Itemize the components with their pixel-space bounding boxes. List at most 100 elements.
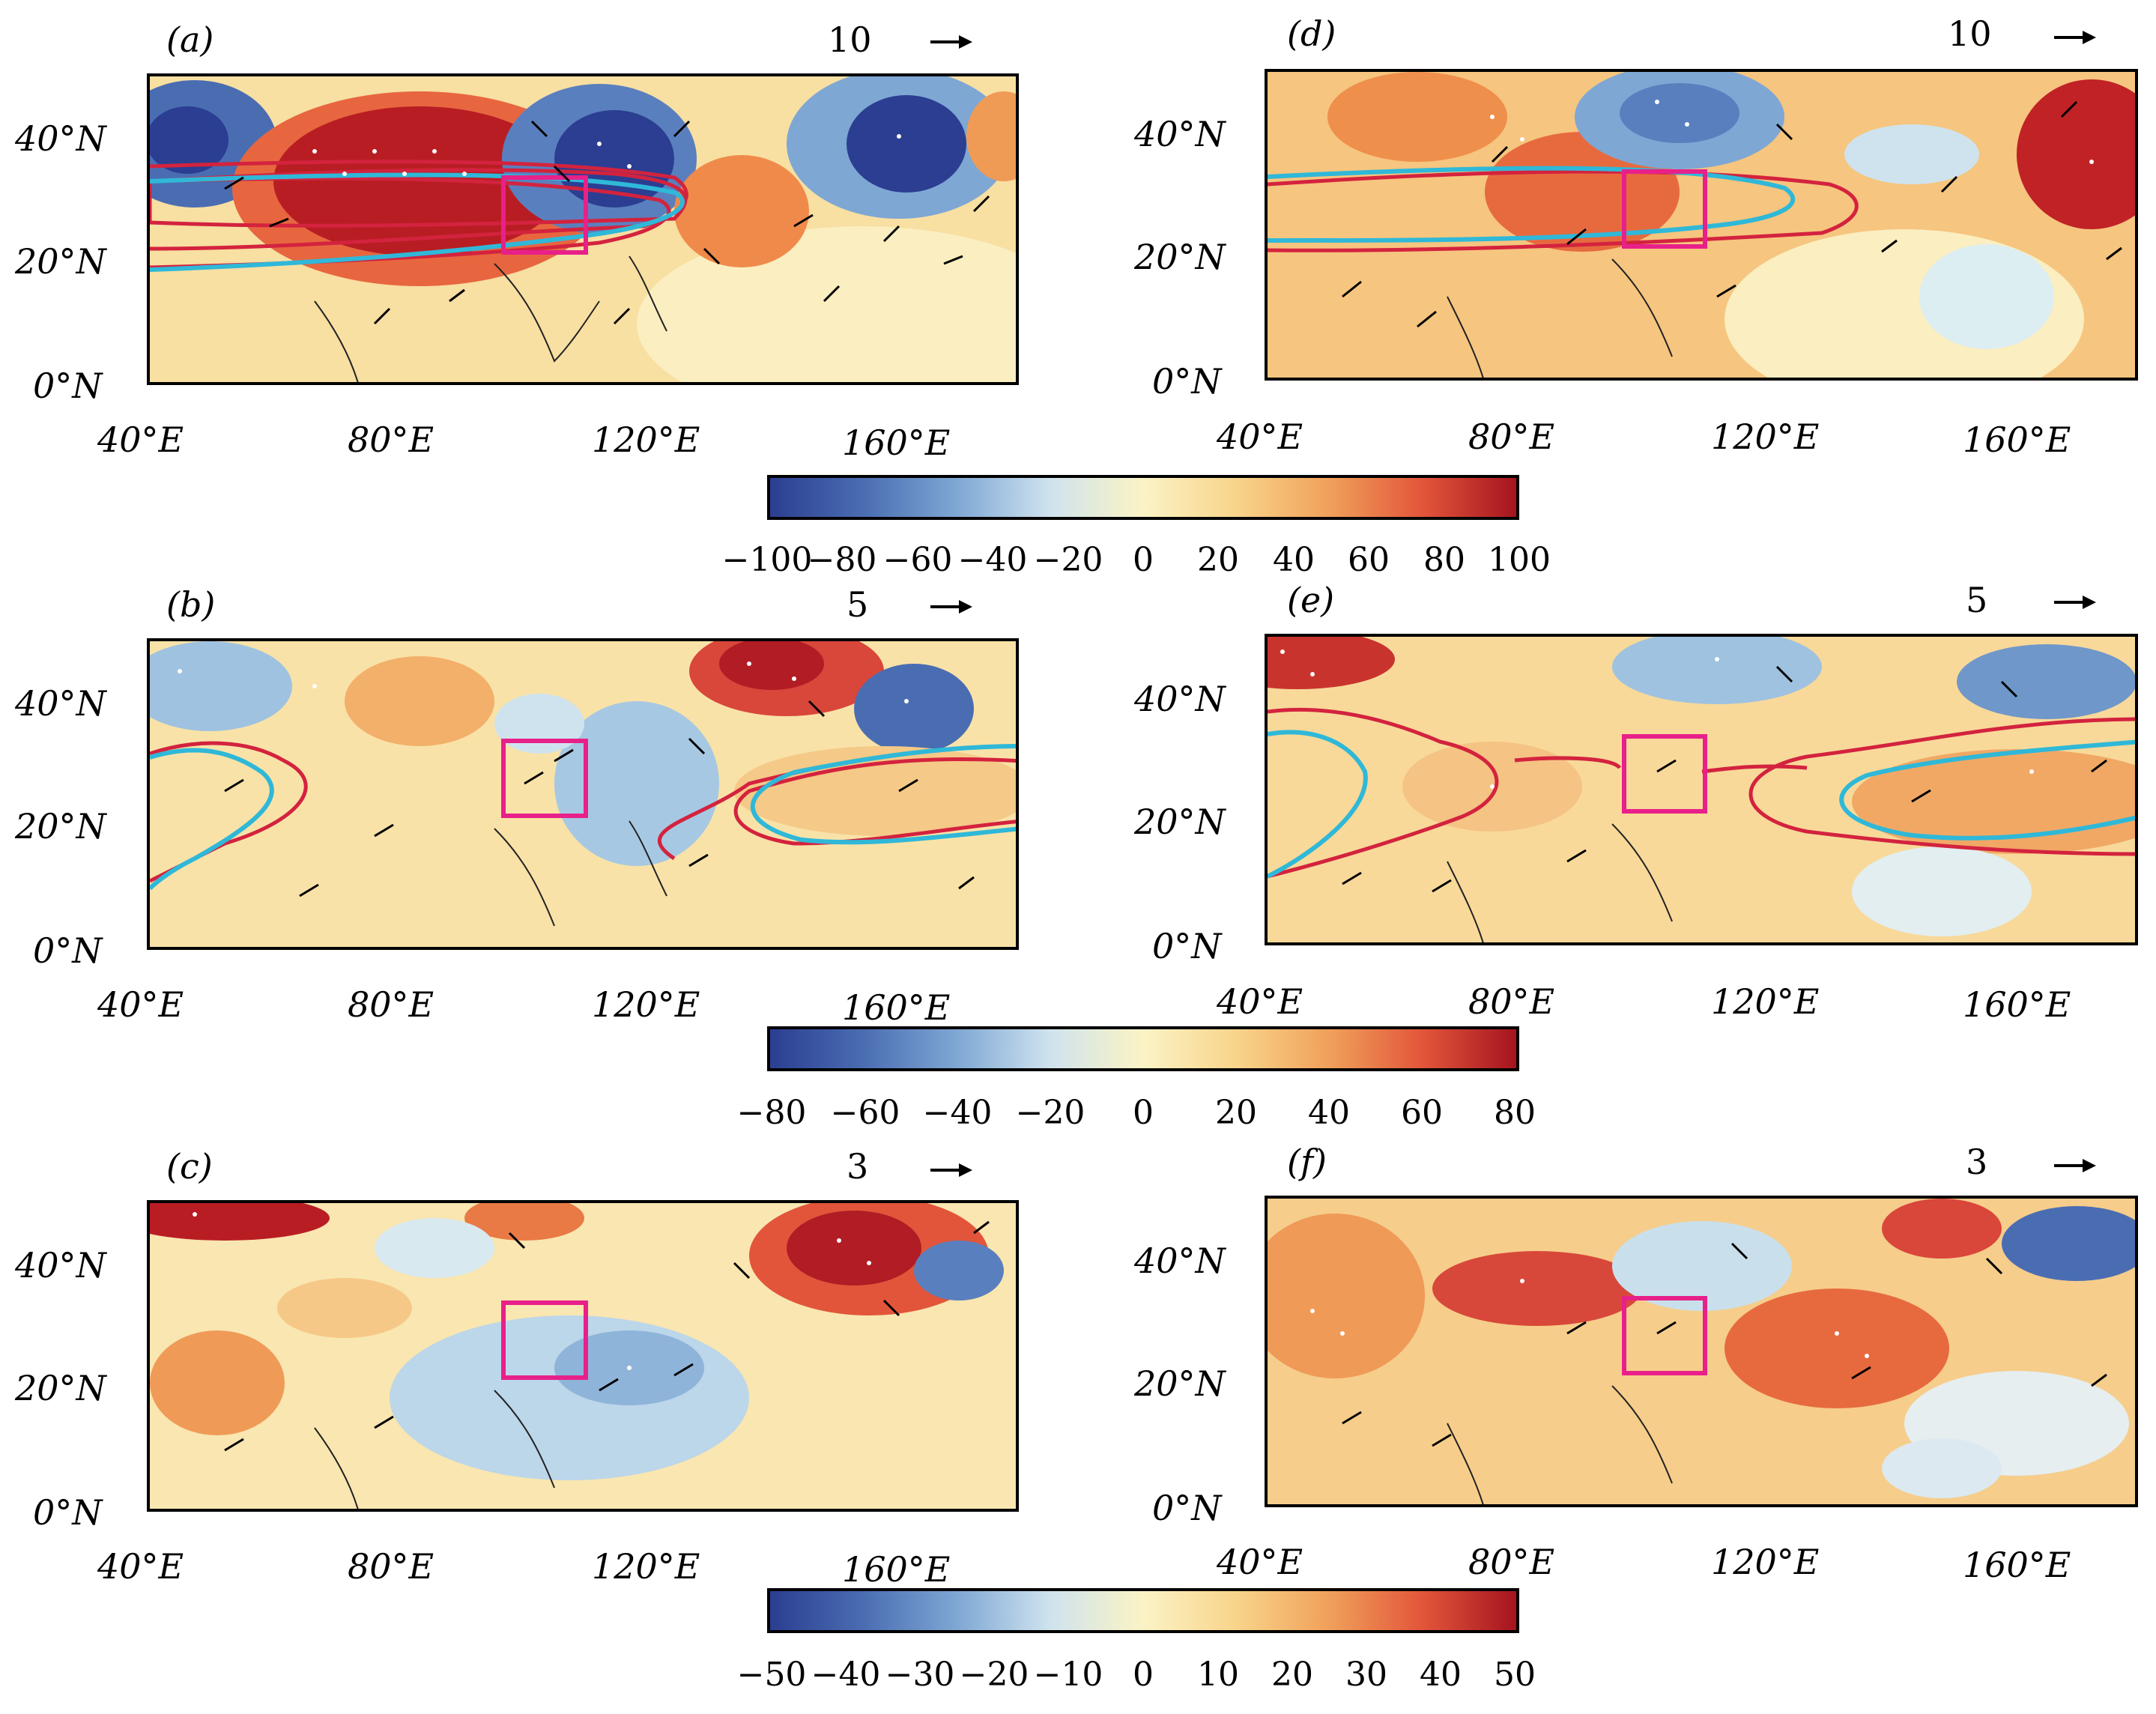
colorbar-label: −60 (882, 541, 953, 579)
lat-tick-0n: 0°N (1152, 361, 1222, 402)
panel-label: (c) (166, 1146, 213, 1187)
lat-tick-20n: 20°N (1134, 1363, 1226, 1404)
lon-tick-40e: 40°E (1217, 417, 1303, 457)
lon-tick-80e: 80°E (348, 1546, 434, 1587)
reference-vector-arrow-icon (930, 1163, 972, 1177)
colorbar-3 (767, 1588, 1519, 1633)
lon-tick-160e: 160°E (1963, 1545, 2071, 1585)
lon-tick-120e: 120°E (1711, 417, 1820, 457)
reference-vector-value: 3 (1966, 1142, 1988, 1182)
lon-tick-40e: 40°E (97, 1546, 184, 1587)
colorbar-label: 40 (1273, 541, 1315, 579)
colorbar-label: −50 (736, 1656, 807, 1694)
lon-tick-80e: 80°E (1468, 417, 1555, 457)
colorbar-label: 20 (1215, 1094, 1257, 1132)
reference-vector-value: 5 (847, 584, 869, 625)
colorbar-1 (767, 475, 1519, 520)
map-field (1268, 72, 2135, 378)
lat-tick-20n: 20°N (15, 1368, 106, 1408)
colorbar-label: 40 (1420, 1656, 1462, 1694)
lat-tick-40n: 40°N (1134, 679, 1226, 719)
colorbar-label: −20 (959, 1656, 1029, 1694)
map-panel-b (147, 638, 1019, 950)
reference-vector-arrow-icon (930, 35, 972, 49)
map-panel-d (1265, 69, 2138, 381)
lon-tick-80e: 80°E (348, 984, 434, 1025)
lon-tick-160e: 160°E (842, 1549, 951, 1590)
lat-tick-40n: 40°N (1134, 1241, 1226, 1281)
colorbar-label: 50 (1494, 1656, 1536, 1694)
lat-tick-0n: 0°N (1152, 1488, 1222, 1528)
lon-tick-40e: 40°E (97, 984, 184, 1025)
lon-tick-160e: 160°E (842, 987, 951, 1028)
map-field (1268, 1199, 2135, 1504)
colorbar-label: 20 (1271, 1656, 1313, 1694)
panel-label: (b) (166, 584, 216, 625)
colorbar-label: −60 (830, 1094, 900, 1132)
reference-vector-arrow-icon (930, 600, 972, 614)
colorbar-label: −100 (721, 541, 813, 579)
colorbar-label: 0 (1133, 1656, 1154, 1694)
lon-tick-80e: 80°E (348, 420, 434, 460)
lon-tick-160e: 160°E (842, 423, 951, 463)
lon-tick-40e: 40°E (1217, 981, 1303, 1022)
reference-vector-arrow-icon (2054, 1159, 2096, 1172)
reference-vector-arrow-icon (2054, 596, 2096, 609)
reference-vector-arrow-icon (2054, 31, 2096, 44)
colorbar-label: 20 (1197, 541, 1239, 579)
colorbar-label: −40 (811, 1656, 881, 1694)
lat-tick-0n: 0°N (33, 1492, 103, 1533)
colorbar-label: 40 (1308, 1094, 1350, 1132)
map-field (150, 1203, 1016, 1509)
lat-tick-0n: 0°N (33, 930, 103, 971)
colorbar-label: −80 (736, 1094, 807, 1132)
panel-label: (d) (1287, 13, 1336, 54)
colorbar-label: 60 (1348, 541, 1390, 579)
colorbar-label: 10 (1197, 1656, 1239, 1694)
colorbar-2 (767, 1026, 1519, 1071)
reference-vector-value: 10 (828, 19, 872, 60)
lat-tick-0n: 0°N (1152, 926, 1222, 966)
map-panel-f (1265, 1196, 2138, 1507)
panel-label: (e) (1287, 580, 1335, 620)
map-panel-e (1265, 634, 2138, 945)
colorbar-label: −20 (1015, 1094, 1085, 1132)
colorbar-label: 60 (1401, 1094, 1443, 1132)
lat-tick-0n: 0°N (33, 366, 103, 406)
colorbar-label: −20 (1033, 541, 1103, 579)
lat-tick-40n: 40°N (15, 118, 106, 159)
colorbar-label: −40 (922, 1094, 993, 1132)
map-field (1268, 637, 2135, 942)
colorbar-label: 100 (1488, 541, 1551, 579)
lat-tick-20n: 20°N (15, 241, 106, 282)
colorbar-label: −30 (885, 1656, 955, 1694)
lat-tick-40n: 40°N (1134, 114, 1226, 154)
lon-tick-120e: 120°E (1711, 1542, 1820, 1582)
panel-label: (f) (1287, 1142, 1327, 1182)
lat-tick-40n: 40°N (15, 683, 106, 724)
reference-vector-value: 3 (847, 1146, 869, 1187)
lon-tick-120e: 120°E (592, 420, 700, 460)
colorbar-label: −40 (957, 541, 1028, 579)
colorbar-label: −10 (1033, 1656, 1103, 1694)
lon-tick-160e: 160°E (1963, 984, 2071, 1025)
colorbar-label: 30 (1345, 1656, 1387, 1694)
map-field (150, 76, 1016, 382)
lat-tick-20n: 20°N (15, 806, 106, 847)
reference-vector-value: 10 (1948, 13, 1992, 54)
colorbar-label: 80 (1494, 1094, 1536, 1132)
lon-tick-120e: 120°E (592, 984, 700, 1025)
colorbar-label: 80 (1423, 541, 1465, 579)
map-panel-a (147, 73, 1019, 385)
lat-tick-20n: 20°N (1134, 237, 1226, 277)
map-panel-c (147, 1200, 1019, 1512)
colorbar-label: −80 (807, 541, 877, 579)
lon-tick-80e: 80°E (1468, 981, 1555, 1022)
lat-tick-40n: 40°N (15, 1245, 106, 1286)
panel-label: (a) (166, 19, 214, 60)
lon-tick-40e: 40°E (97, 420, 184, 460)
lon-tick-160e: 160°E (1963, 420, 2071, 460)
lon-tick-120e: 120°E (1711, 981, 1820, 1022)
reference-vector-value: 5 (1966, 580, 1988, 620)
lon-tick-120e: 120°E (592, 1546, 700, 1587)
